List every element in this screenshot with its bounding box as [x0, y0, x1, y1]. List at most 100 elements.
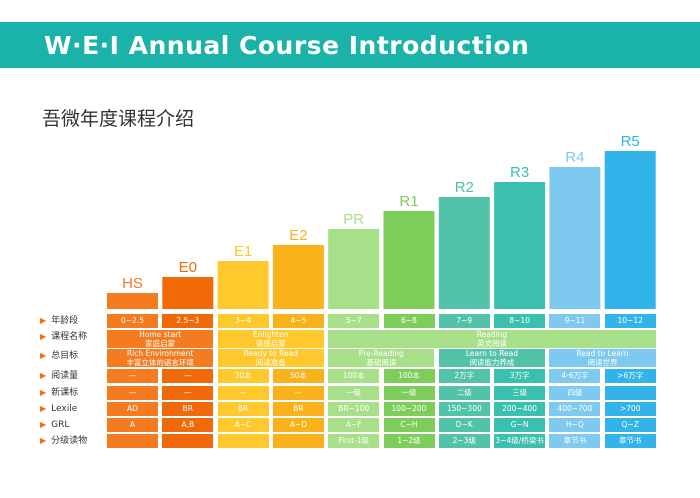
cell-text: — — [239, 388, 247, 397]
table-cell: — — [162, 386, 214, 400]
arrow-icon: ▶ — [40, 351, 47, 360]
cell-text: 1~2级 — [397, 436, 421, 445]
cell-text: 8~10 — [509, 316, 530, 325]
cell-text: 150~300 — [446, 404, 482, 413]
bar-e1 — [217, 261, 269, 309]
bar-r4 — [549, 167, 601, 309]
cell-text: 3万字 — [509, 371, 530, 380]
table-cell: 3万字 — [494, 369, 546, 383]
table-cell: 400~700 — [549, 402, 601, 416]
bar-r1 — [383, 211, 435, 309]
cell-text: H~Q — [565, 420, 584, 429]
table-cell: A,B — [162, 418, 214, 432]
cell-text: 4-6万字 — [561, 371, 589, 380]
row-label-text: GRL — [51, 420, 70, 430]
table-cell: 4-6万字 — [549, 369, 601, 383]
table-cell: 4~5 — [272, 314, 324, 328]
cell-text: A~C — [234, 420, 252, 429]
table-cell: BR — [162, 402, 214, 416]
row-label-5: ▶ Lexile — [40, 402, 77, 416]
table-cell: C~H — [383, 418, 435, 432]
table-cell — [272, 434, 324, 448]
table-cell: 9~11 — [549, 314, 601, 328]
cell-subtext: 阅读能力养成 — [469, 358, 515, 367]
table-cell: 100本 — [328, 369, 380, 383]
row-label-text: 新课标 — [51, 388, 79, 398]
cell-text: — — [128, 388, 137, 397]
bar-label-hs: HS — [122, 275, 143, 292]
table-cell — [162, 434, 214, 448]
table-cell: 1~2级 — [383, 434, 435, 448]
cell-text: 2~3级 — [452, 436, 476, 445]
cell-text: A,B — [181, 420, 195, 429]
cell-text: 四级 — [567, 388, 583, 397]
row-label-4: ▶ 新课标 — [40, 386, 78, 400]
table-cell: Read to Learn 阅读世界 — [549, 349, 656, 367]
table-cell: Home start 家庭启蒙 — [107, 330, 214, 348]
table-cell: >6万字 — [604, 369, 656, 383]
cell-text: 3~4级/桥梁书 — [495, 436, 544, 445]
bar-e2 — [272, 245, 324, 309]
cell-text: D~K — [455, 420, 473, 429]
table-cell: 二级 — [438, 386, 490, 400]
row-label-text: Lexile — [51, 404, 78, 414]
table-cell: — — [272, 386, 324, 400]
cell-text: 一级 — [346, 388, 362, 397]
cell-text: 6~8 — [401, 316, 417, 325]
cell-text: 200~400 — [502, 404, 538, 413]
bar-r3 — [494, 182, 546, 309]
bar-r2 — [438, 197, 490, 309]
table-cell: 100本 — [383, 369, 435, 383]
cell-text: Enlighten — [253, 330, 289, 339]
row-label-text: 年龄段 — [51, 316, 79, 326]
cell-text: 100本 — [342, 371, 365, 380]
cell-text: Q~Z — [621, 420, 639, 429]
table-cell: 6~8 — [383, 314, 435, 328]
table-cell: Rich Environment 丰富立体的语言环境 — [107, 349, 214, 367]
table-cell: 2.5~3 — [162, 314, 214, 328]
table-cell: — — [162, 369, 214, 383]
cell-text: — — [184, 388, 192, 397]
table-cell: Pre-Reading 基础阅读 — [328, 349, 435, 367]
table-cell: A~C — [217, 418, 269, 432]
cell-text: 二级 — [456, 388, 472, 397]
cell-text: G~N — [510, 420, 529, 429]
arrow-icon: ▶ — [40, 316, 47, 325]
cell-text: 章节书 — [618, 436, 642, 445]
table-cell: D~K — [438, 418, 490, 432]
cell-text: 一级 — [401, 388, 417, 397]
table-cell: — — [107, 386, 158, 400]
table-cell — [107, 434, 158, 448]
cell-text: AD — [127, 404, 138, 413]
table-cell — [604, 386, 656, 400]
bar-label-r4: R4 — [565, 149, 584, 166]
table-cell: Learn to Read 阅读能力养成 — [438, 349, 546, 367]
cell-subtext: 丰富立体的语言环境 — [126, 358, 194, 367]
table-cell: 一级 — [328, 386, 380, 400]
cell-text: 100本 — [398, 371, 420, 380]
arrow-icon: ▶ — [40, 404, 47, 413]
table-cell: A~D — [272, 418, 324, 432]
table-cell: 7~9 — [438, 314, 490, 328]
cell-text: BR — [237, 404, 249, 413]
table-cell: 100~200 — [383, 402, 435, 416]
cell-text: 30本 — [234, 371, 252, 380]
row-label-7: ▶ 分级读物 — [40, 434, 87, 448]
banner-title: W·E·I Annual Course Introduction — [44, 31, 530, 60]
bar-label-r1: R1 — [399, 193, 418, 210]
cell-text: Reading — [476, 330, 508, 339]
table-cell: 150~300 — [438, 402, 490, 416]
bar-hs — [107, 293, 158, 309]
table-cell: Ready to Read 阅读准备 — [217, 349, 324, 367]
table-cell: 2万字 — [438, 369, 490, 383]
cell-text: 400~700 — [557, 404, 593, 413]
cell-text: Ready to Read — [243, 349, 298, 358]
cell-text: 10~12 — [617, 316, 643, 325]
cell-text: First-1级 — [338, 436, 370, 445]
arrow-icon: ▶ — [40, 332, 47, 341]
arrow-icon: ▶ — [40, 420, 47, 429]
bar-label-e0: E0 — [179, 259, 197, 276]
cell-subtext: 阅读世界 — [587, 358, 618, 367]
table-cell: 200~400 — [494, 402, 546, 416]
